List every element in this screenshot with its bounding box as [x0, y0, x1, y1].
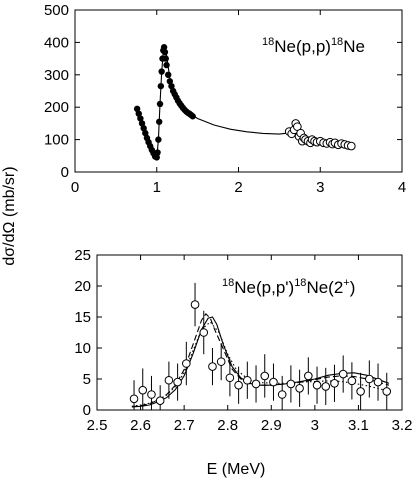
reaction-label: 18Ne(p,p)18Ne: [262, 36, 365, 56]
data-point: [208, 362, 217, 371]
x-tick-label: 4: [398, 179, 406, 196]
data-point: [269, 377, 278, 387]
y-tick-label: 100: [44, 132, 69, 149]
data-point: [156, 100, 164, 108]
data-point: [166, 78, 174, 85]
y-tick-label: 15: [74, 309, 91, 326]
data-point: [234, 380, 243, 390]
x-tick-label: 2.5: [87, 417, 108, 434]
superscript: 18: [222, 277, 234, 289]
label-text: Ne: [343, 37, 365, 56]
superscript: +: [343, 277, 349, 289]
x-tick-label: 2.6: [130, 417, 151, 434]
data-point: [129, 394, 139, 404]
superscript: 18: [262, 36, 274, 48]
x-tick-label: 2: [234, 179, 242, 196]
y-tick-label: 20: [74, 278, 91, 295]
superscript: 18: [331, 36, 343, 48]
data-point: [137, 115, 144, 122]
data-point: [277, 390, 287, 399]
x-tick-label: 0: [71, 179, 79, 196]
data-point: [153, 154, 160, 161]
data-point: [182, 359, 191, 368]
data-point: [251, 379, 261, 389]
shared-y-axis-label: dσ/dΩ (mb/sr): [1, 166, 18, 265]
data-point: [160, 44, 168, 51]
x-tick-label: 2.9: [261, 417, 282, 434]
x-axis-label: E (MeV): [207, 461, 266, 478]
fit-curve: [131, 316, 390, 408]
x-tick-label: 3: [316, 179, 324, 196]
data-point: [356, 387, 365, 396]
label-text: Ne(p,p): [274, 37, 331, 56]
data-point: [158, 68, 165, 75]
x-tick-label: 2.8: [217, 417, 238, 434]
label-text: ): [350, 278, 356, 297]
bottom-panel: 2.5 2.6 2.7 2.8 2.9 3 3.1 3.2 0 5 10 15 20 25 18Ne(p,p…: [74, 247, 412, 434]
y-tick-label: 25: [74, 247, 91, 264]
x-tick-label: 3.1: [348, 417, 369, 434]
data-point: [147, 390, 156, 399]
data-point: [373, 377, 383, 387]
data-point: [140, 125, 147, 132]
y-tick-label: 500: [44, 2, 69, 19]
y-tick-label: 5: [83, 371, 91, 388]
x-tick-label: 3.2: [392, 417, 413, 434]
y-tick-label: 10: [74, 340, 91, 357]
label-text: Ne(p,p'): [234, 278, 294, 297]
data-point: [161, 48, 169, 56]
data-point: [155, 136, 162, 143]
x-tick-label: 1: [153, 179, 161, 196]
fit-curve: [131, 321, 390, 407]
data-point: [199, 328, 209, 337]
data-point: [312, 380, 322, 390]
data-point: [138, 385, 148, 395]
data-point: [157, 82, 165, 90]
data-point: [142, 129, 149, 137]
data-point: [321, 382, 331, 391]
data-point: [243, 375, 252, 385]
data-point: [156, 118, 163, 125]
data-point: [164, 71, 172, 79]
y-tick-label: 200: [44, 99, 69, 116]
data-point: [330, 379, 339, 388]
data-point: [347, 376, 357, 386]
reaction-label: 18Ne(p,p')18Ne(2+): [222, 277, 355, 297]
data-point: [260, 371, 270, 381]
data-point: [189, 113, 196, 120]
x-tick-label: 2.7: [174, 417, 195, 434]
data-point: [190, 300, 200, 309]
data-point: [304, 371, 313, 381]
data-point: [286, 379, 296, 389]
data-point: [382, 387, 392, 396]
y-tick-label: 0: [61, 164, 69, 181]
plot-frame: [96, 254, 403, 411]
data-point: [365, 374, 374, 384]
y-tick-label: 0: [83, 402, 91, 419]
data-point: [163, 61, 170, 69]
data-point: [154, 149, 161, 156]
data-point: [133, 105, 141, 113]
data-point: [216, 357, 226, 366]
label-text: Ne(2: [306, 278, 343, 297]
data-point: [338, 369, 348, 379]
data-point: [347, 141, 356, 151]
data-point: [135, 110, 142, 117]
data-point: [173, 377, 182, 387]
x-tick-label: 3: [311, 417, 319, 434]
data-point: [162, 55, 169, 62]
fit-curve: [131, 313, 390, 408]
y-tick-label: 300: [44, 67, 69, 84]
data-point: [155, 396, 165, 406]
data-point: [295, 384, 304, 393]
data-point: [225, 373, 235, 383]
data-point: [168, 82, 175, 90]
superscript: 18: [294, 277, 306, 289]
y-tick-label: 400: [44, 34, 69, 51]
data-point: [138, 120, 146, 127]
data-point: [164, 375, 174, 385]
